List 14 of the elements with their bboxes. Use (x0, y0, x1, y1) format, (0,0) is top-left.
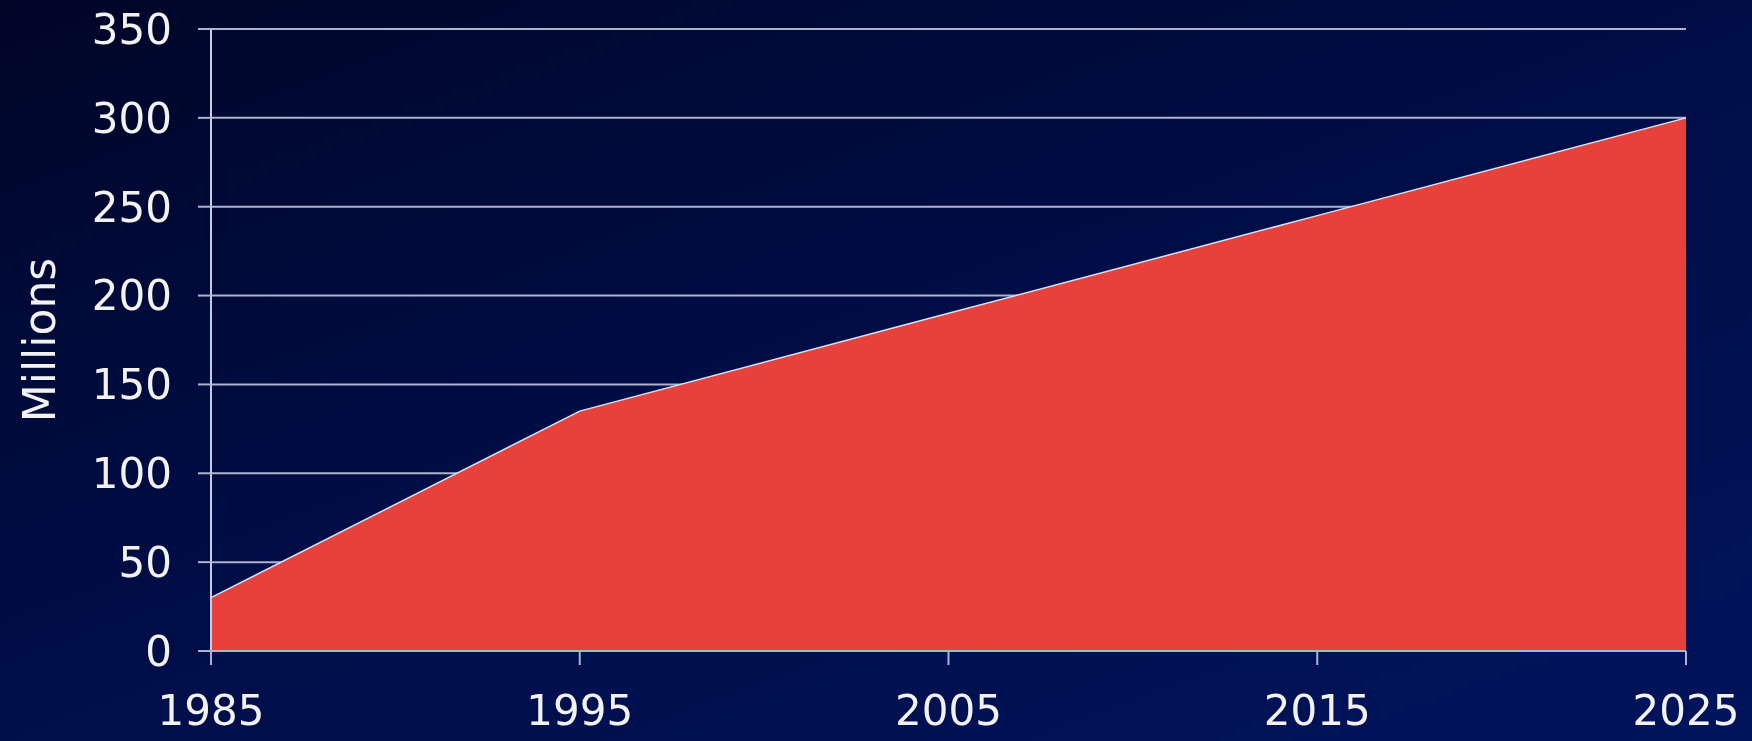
y-tick-label: 300 (91, 93, 172, 143)
x-tick-label: 1995 (526, 685, 634, 735)
y-tick-label: 50 (118, 538, 172, 588)
y-tick-label: 150 (91, 360, 172, 410)
x-tick-label: 1985 (157, 685, 265, 735)
y-tick-label: 100 (91, 449, 172, 499)
x-tick-label: 2005 (895, 685, 1002, 735)
y-tick-label: 350 (91, 4, 172, 54)
y-tick-label: 200 (91, 271, 172, 321)
y-axis-title: Millions (13, 257, 65, 423)
y-tick-label: 250 (91, 182, 172, 232)
x-tick-label: 2015 (1263, 685, 1371, 735)
y-tick-label: 0 (145, 626, 172, 676)
x-tick-label: 2025 (1632, 685, 1740, 735)
